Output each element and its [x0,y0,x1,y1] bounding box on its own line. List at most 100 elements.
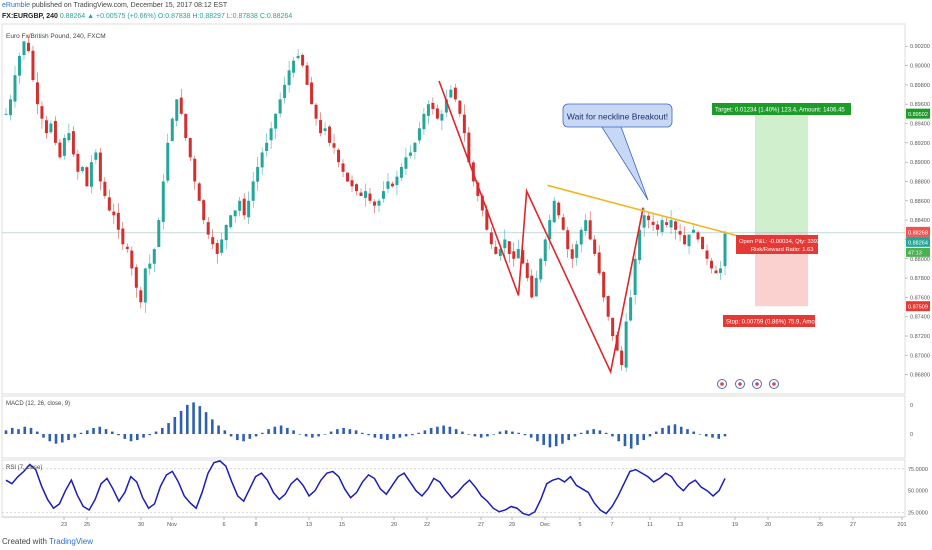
macd-bar [592,429,596,434]
high-value: H:0.88297 [192,13,225,20]
macd-bar [442,425,445,434]
macd-bar [142,434,145,438]
macd-bar [361,432,364,434]
candle-body [476,182,480,196]
time-tick-label: Dec [540,522,550,528]
macd-bar [679,426,683,434]
macd-bar [304,434,308,437]
macd-bar [167,423,170,434]
candle-body [8,99,12,116]
candle-body [121,228,125,245]
price-tick-label: 0.88600 [910,199,930,205]
candle-body [148,263,152,269]
rsi-line [5,460,726,517]
profit-zone [755,113,808,233]
macd-bar [554,434,558,447]
candle-body [390,183,394,187]
macd-bar [261,432,264,434]
candle-body [444,99,448,113]
macd-bar [711,434,714,438]
time-tick-label: 27 [478,522,484,528]
macd-bar [667,425,671,434]
candle-body [714,270,718,274]
candle-body [719,268,723,273]
macd-bar [336,429,339,434]
time-tick-label: 23 [61,522,67,528]
macd-bar [561,434,564,444]
candle-body [660,220,664,232]
candle-body [453,87,457,100]
callout-pointer [599,123,649,201]
macd-bar [392,434,395,439]
macd-bar [673,424,677,434]
candle-body [408,152,412,156]
candle-body [561,217,565,230]
created-with-text: Created with [2,537,47,546]
macd-bar [386,434,389,441]
candle-body [440,113,444,121]
candle-body [292,60,296,73]
candle-body [319,120,323,134]
candle-body [516,249,520,259]
candle-body [539,258,543,280]
candle-body [512,251,516,259]
price-tick-label: 0.89600 [910,102,930,108]
callout-box [562,103,673,128]
candle-body [566,230,570,250]
stop-label: Stop: 0.00759 (0.86%) 75.9, Amount: 750 [726,320,837,326]
macd-bar [479,434,483,438]
candle-body [413,142,417,153]
candle-body [674,221,678,230]
macd-bar [179,410,183,434]
candle-body [588,220,592,240]
macd-bar [329,431,333,434]
rsi-legend: RSI (7, close) [6,465,42,471]
candle-body [723,233,727,267]
macd-bar [611,434,614,437]
time-tick-label: 30 [138,522,144,528]
candle-body [166,142,170,181]
macd-bar [192,402,195,434]
time-tick-label: 25 [84,522,90,528]
current-price-tag-bg [906,226,930,237]
price-tick-label: 0.89200 [910,141,930,147]
time-tick-label: 13 [306,522,312,528]
time-tick-label: 19 [732,522,738,528]
candle-body [669,220,673,228]
candle-body [283,84,287,99]
macd-bar [92,427,95,434]
time-tick-label: 13 [677,522,683,528]
macd-bar [617,434,621,442]
macd-bar [298,434,302,435]
macd-bar [4,430,8,434]
candle-body [480,195,484,211]
panel-border [1,459,906,518]
macd-axis-label: 0 [910,432,913,438]
price-tick-label: 0.89800 [910,83,930,89]
macd-bar [467,434,470,435]
macd-bar [373,434,377,438]
macd-bar [10,427,14,434]
candle-body [705,250,709,259]
candle-body [71,131,75,155]
tradingview-logo[interactable]: TradingView [49,537,94,546]
macd-bar [704,434,708,437]
macd-bar [110,431,114,434]
candle-body [377,200,381,206]
rsi-axis-label: 25.0000 [908,511,928,517]
macd-bar [229,434,233,437]
candle-body [683,235,687,245]
target-label-bg [712,103,851,115]
candle-body [498,249,502,257]
candle-body [534,278,538,297]
candle-body [157,220,161,248]
candle-body [530,275,534,298]
candle-body [233,210,237,217]
macd-bar [436,426,439,434]
candle-body [692,229,696,233]
author-link[interactable]: eRumble [2,2,31,9]
stop-price-tag: 0.87509 [908,305,928,311]
macd-bar [517,432,520,434]
position-label-bg [736,235,818,254]
